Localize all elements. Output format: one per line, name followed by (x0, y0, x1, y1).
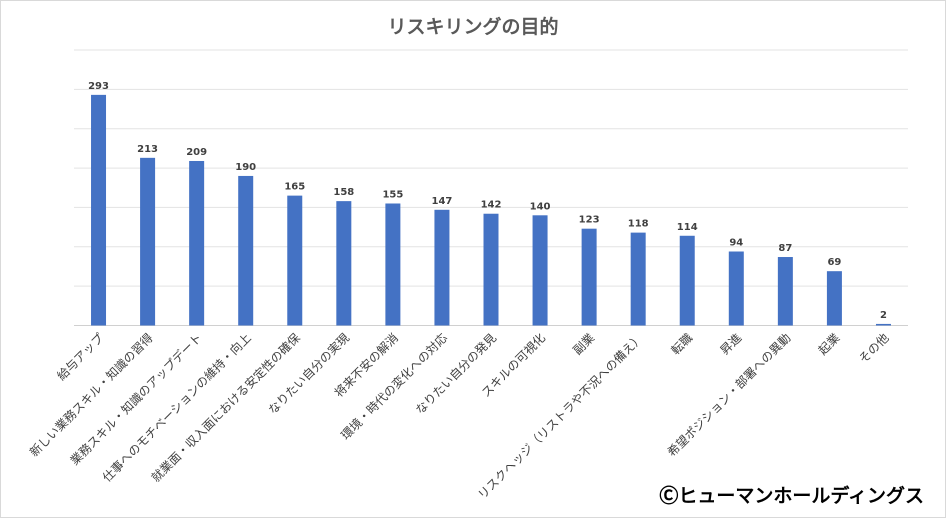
bar (287, 195, 303, 326)
data-label: 158 (333, 187, 354, 198)
data-label: 155 (382, 189, 403, 200)
category-label: 副業 (570, 331, 597, 358)
data-labels: 293 213 209 190 165 158 155 147 142 140 123 118 114 9… (88, 81, 887, 321)
bar (336, 201, 352, 326)
bar (434, 209, 450, 326)
bar (189, 160, 205, 326)
data-label: 114 (677, 222, 698, 233)
chart-title: リスキリングの目的 (387, 16, 559, 38)
category-label: 起業 (816, 331, 843, 358)
data-label: 118 (628, 219, 649, 230)
data-label: 190 (235, 162, 256, 173)
data-label: 87 (778, 243, 792, 254)
data-label: 2 (880, 310, 887, 321)
bar (140, 157, 156, 326)
data-label: 142 (481, 200, 502, 211)
bar (630, 232, 646, 326)
data-label: 147 (432, 196, 453, 207)
data-label: 213 (137, 144, 158, 155)
data-label: 293 (88, 81, 109, 92)
copyright-credit: Ⓒヒューマンホールディングス (659, 485, 924, 507)
category-labels: 給与アップ新しい業務スキル・知識の習得業務スキル・知識のアップデート仕事へのモチ… (26, 330, 891, 502)
category-label: リスクヘッジ（リストラや不況への備え） (474, 330, 646, 502)
bar (875, 323, 891, 326)
bar (532, 215, 548, 326)
category-label: なりたい自分の実現 (265, 330, 352, 417)
data-label: 94 (729, 238, 743, 249)
data-label: 140 (530, 201, 551, 212)
data-label: 209 (186, 147, 207, 158)
bar (483, 213, 499, 326)
data-label: 165 (284, 182, 305, 193)
category-label: なりたい自分の発見 (413, 331, 499, 417)
bar (777, 257, 793, 326)
bars (91, 94, 891, 326)
category-label: その他 (856, 331, 891, 366)
data-label: 123 (579, 215, 600, 226)
bar (728, 251, 744, 326)
category-label: 転職 (668, 331, 695, 358)
bar (385, 203, 401, 326)
bar (826, 271, 842, 326)
category-label: 給与アップ (54, 331, 106, 383)
data-label: 69 (827, 257, 841, 268)
bar (679, 235, 695, 326)
bar (238, 175, 254, 326)
category-label: 昇進 (718, 331, 745, 358)
bar (581, 228, 597, 326)
bar (91, 94, 107, 326)
